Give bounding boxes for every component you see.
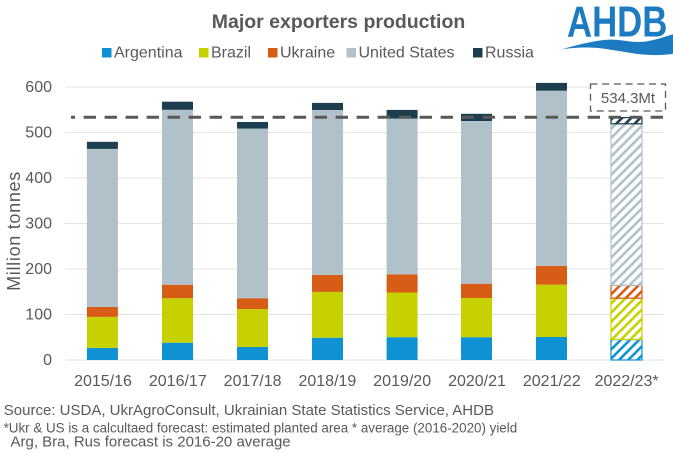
svg-text:Major exporters production: Major exporters production [212, 11, 466, 33]
svg-text:100: 100 [25, 307, 52, 324]
svg-text:500: 500 [25, 125, 52, 142]
svg-text:600: 600 [25, 79, 52, 96]
svg-text:200: 200 [25, 261, 52, 278]
svg-text:2022/23*: 2022/23* [595, 373, 659, 390]
svg-text:Argentina: Argentina [114, 45, 183, 62]
svg-text:2018/19: 2018/19 [298, 373, 356, 390]
svg-text:2017/18: 2017/18 [224, 373, 282, 390]
svg-text:2020/21: 2020/21 [448, 373, 506, 390]
svg-text:Ukraine: Ukraine [280, 45, 335, 62]
svg-text:2016/17: 2016/17 [149, 373, 207, 390]
svg-text:2021/22: 2021/22 [523, 373, 581, 390]
svg-text:Arg, Bra, Rus forecast is 2016: Arg, Bra, Rus forecast is 2016-20 averag… [11, 433, 291, 450]
svg-text:300: 300 [25, 216, 52, 233]
svg-text:Russia: Russia [485, 45, 534, 62]
svg-text:Brazil: Brazil [211, 45, 251, 62]
svg-text:0: 0 [43, 352, 52, 369]
svg-text:AHDB: AHDB [567, 0, 667, 47]
svg-text:United States: United States [359, 45, 455, 62]
svg-text:2015/16: 2015/16 [74, 373, 132, 390]
svg-text:Million tonnes: Million tonnes [4, 171, 24, 291]
svg-text:400: 400 [25, 170, 52, 187]
svg-text:*Ukr & US is a calcultaed fore: *Ukr & US is a calcultaed forecast: esti… [4, 420, 518, 435]
svg-text:2019/20: 2019/20 [373, 373, 431, 390]
svg-text:534.3Mt: 534.3Mt [601, 90, 656, 107]
svg-text:Source: USDA, UkrAgroConsult,: Source: USDA, UkrAgroConsult, Ukrainian … [4, 402, 494, 419]
